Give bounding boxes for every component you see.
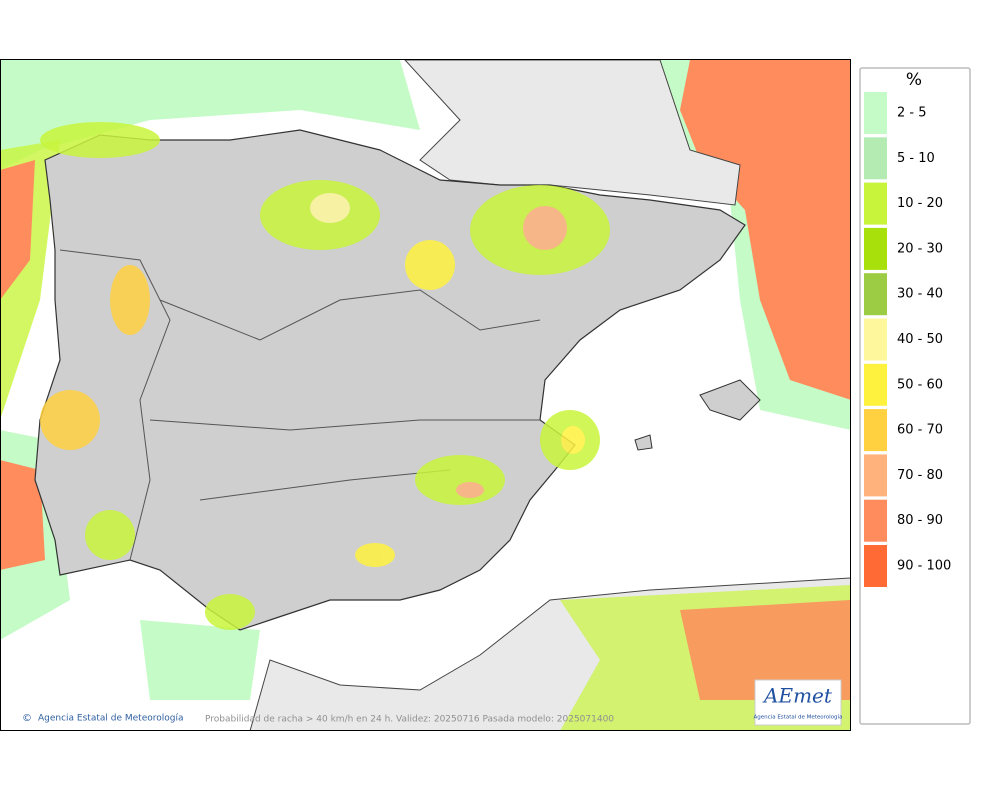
logo-box [754,679,842,726]
legend-label: 90 - 100 [897,559,951,574]
logo-name: AEmet [762,684,833,708]
legend-swatch [864,363,887,406]
legend-swatch [864,499,887,542]
legend-label: 60 - 70 [897,423,943,438]
logo-subtitle: Agencia Estatal de Meteorología [754,714,843,721]
legend-swatch [864,273,887,316]
legend-label: 80 - 90 [897,513,943,528]
legend-swatch [864,545,887,587]
caption: Probabilidad de racha > 40 km/h en 24 h.… [205,715,614,725]
legend-swatch [864,92,887,134]
legend-label: 70 - 80 [897,468,943,483]
legend-swatch [864,318,887,361]
legend-swatch [864,137,887,180]
legend-swatch [864,409,887,452]
credit: Agencia Estatal de Meteorología [38,714,184,724]
map-frame [0,59,851,731]
legend-box [859,67,971,725]
legend-swatch [864,227,887,270]
legend-title: % [906,70,922,90]
credit-icon: © [22,713,32,724]
legend-swatch [864,182,887,225]
map [1,60,850,730]
legend-label: 5 - 10 [897,151,935,166]
legend-label: 50 - 60 [897,377,943,392]
legend-swatch [864,454,887,497]
legend-label: 40 - 50 [897,332,943,347]
legend-label: 30 - 40 [897,287,943,302]
legend-label: 2 - 5 [897,106,927,121]
legend-label: 20 - 30 [897,241,943,256]
legend-label: 10 - 20 [897,196,943,211]
legend: 2 - 5 5 - 10 10 - 20 20 - 30 30 - 40 40 - 50 5… [864,92,951,587]
